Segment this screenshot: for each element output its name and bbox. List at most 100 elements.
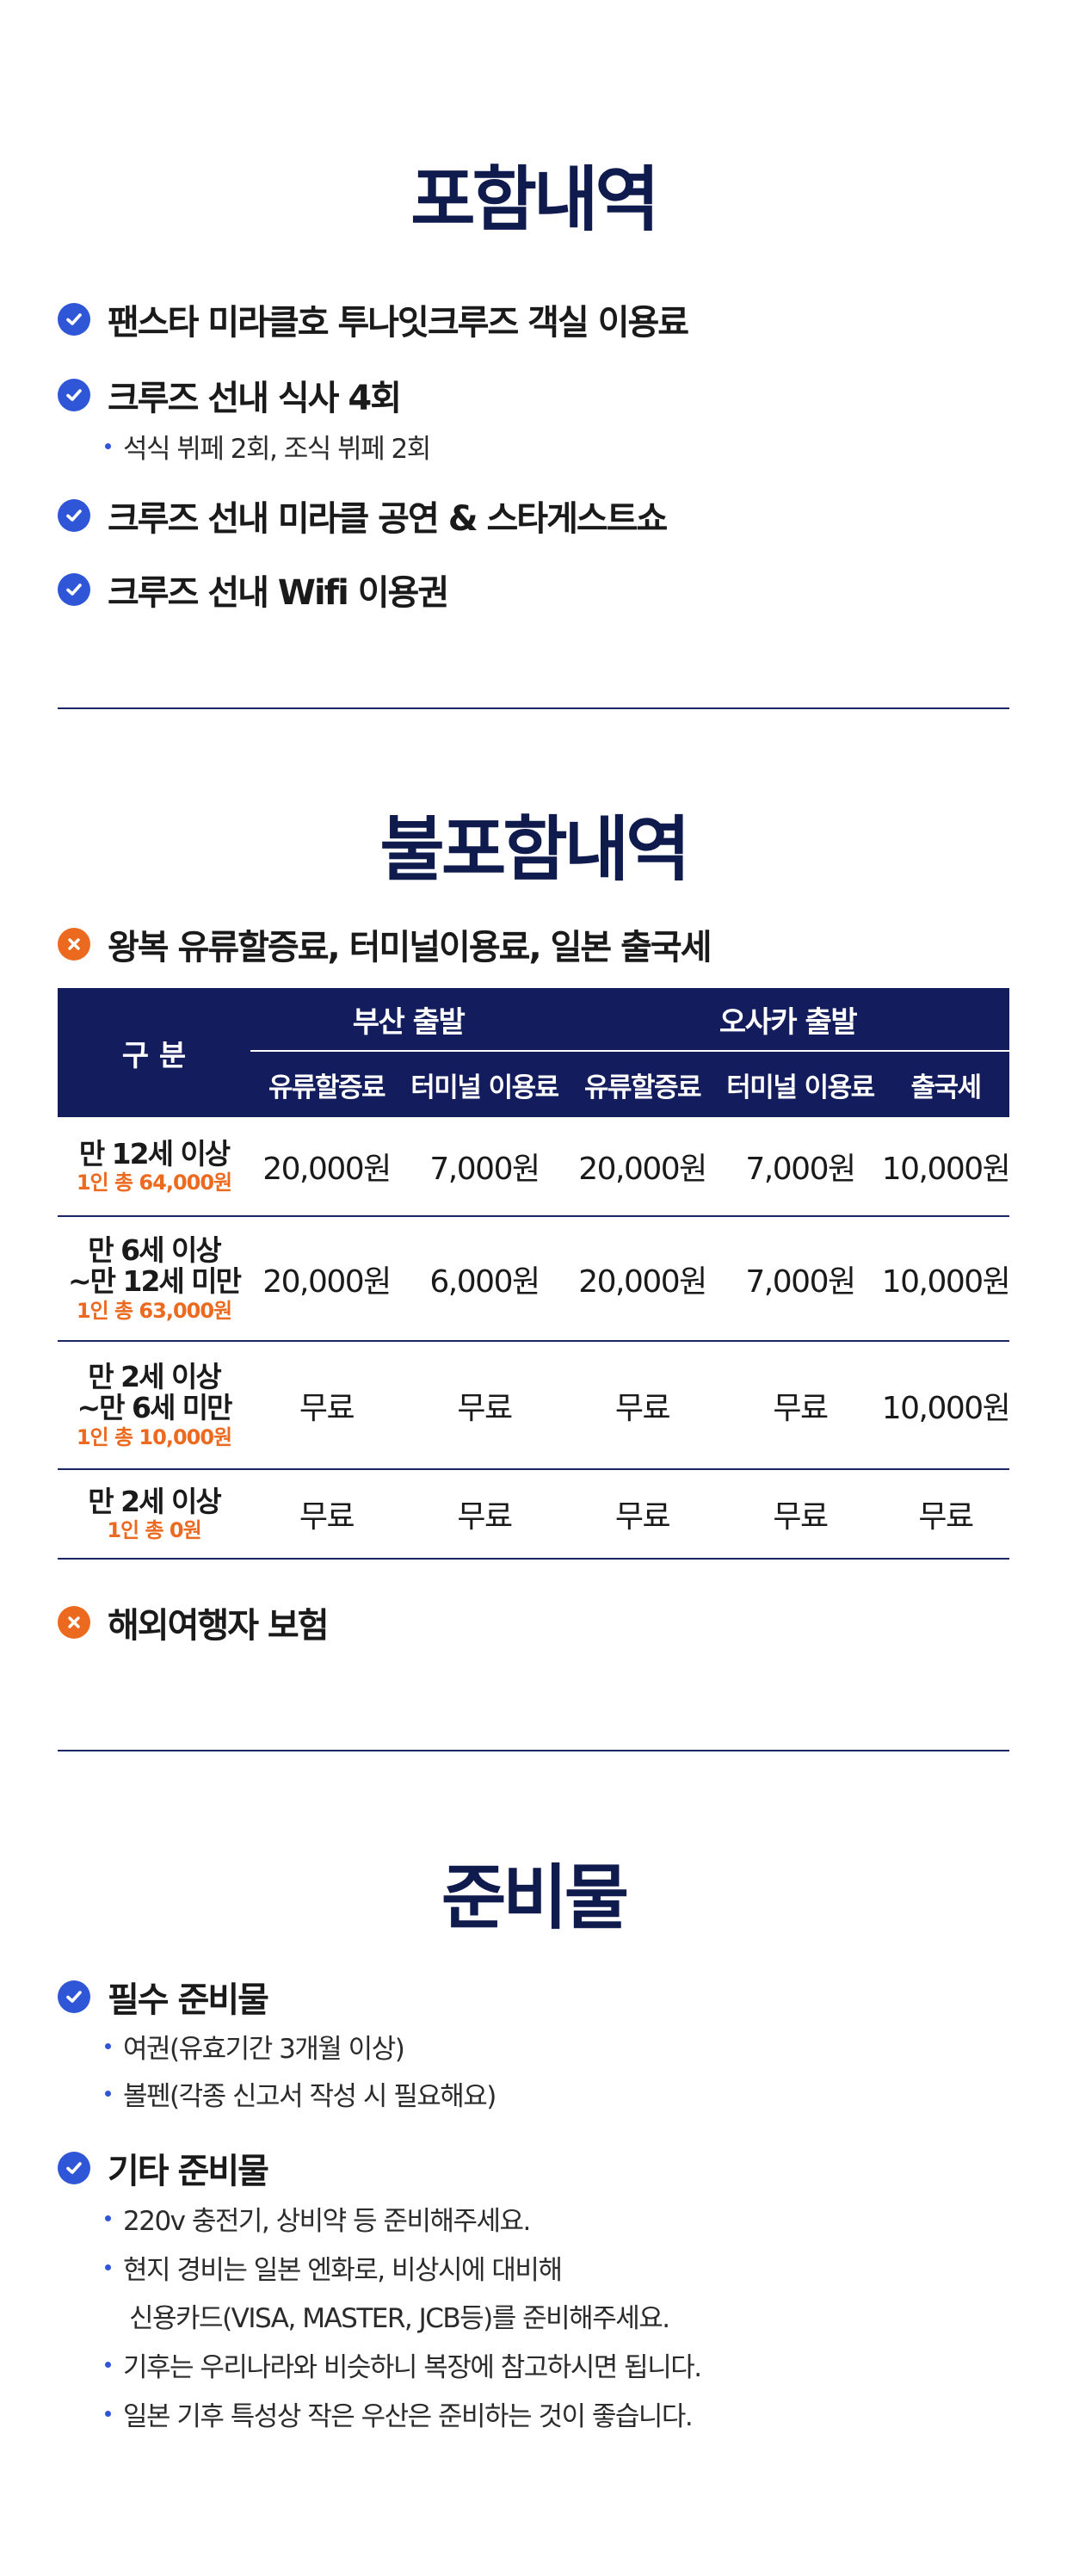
table-cell: 무료 — [299, 1390, 355, 1426]
header-departure-tax: 출국세 — [910, 1072, 982, 1103]
header-busan-departure: 부산 출발 — [352, 1004, 466, 1040]
age-text: 만 2세 이상 — [88, 1484, 221, 1518]
header-terminal-fee: 터미널 이용료 — [726, 1072, 875, 1103]
table-row: 만 2세 이상 1인 총 0원 무료 무료 무료 무료 무료 — [58, 1470, 1009, 1560]
bullet-dot-icon — [105, 443, 111, 449]
bullet-dot-icon — [105, 2043, 111, 2049]
check-circle-icon — [58, 379, 90, 411]
included-item-cabin: 팬스타 미라클호 투나잇크루즈 객실 이용료 — [58, 294, 689, 344]
table-cell: 20,000원 — [578, 1152, 707, 1187]
prep-other-item: 현지 경비는 일본 엔화로, 비상시에 대비해 — [105, 2248, 563, 2287]
total-price: 1인 총 64,000원 — [76, 1170, 232, 1195]
table-row: 만 2세 이상 ~만 6세 미만 1인 총 10,000원 무료 무료 무료 무… — [58, 1342, 1011, 1470]
age-text: 만 12세 이상 — [78, 1136, 231, 1171]
excluded-item-fees: 왕복 유류할증료, 터미널이용료, 일본 출국세 — [58, 919, 712, 969]
table-row: 만 6세 이상 ~만 12세 미만 1인 총 63,000원 20,000원 6… — [58, 1217, 1011, 1342]
x-circle-icon — [58, 1606, 90, 1639]
prep-required-item: 볼펜(각종 신고서 작성 시 필요해요) — [105, 2074, 496, 2113]
x-circle-icon — [58, 928, 90, 961]
bullet-dot-icon — [105, 2411, 111, 2417]
prep-title: 준비물 — [441, 1857, 629, 1939]
excluded-item-label: 해외여행자 보험 — [108, 1606, 330, 1646]
table-cell: 무료 — [773, 1390, 829, 1426]
included-item-wifi: 크루즈 선내 Wifi 이용권 — [58, 565, 449, 615]
header-fuel-surcharge: 유류할증료 — [583, 1072, 702, 1103]
prep-other-item: 220v 충전기, 상비약 등 준비해주세요. — [105, 2199, 531, 2238]
header-terminal-fee: 터미널 이용료 — [410, 1072, 559, 1103]
table-cell: 7,000원 — [745, 1152, 856, 1187]
prep-other-item: 기후는 우리나라와 비슷하니 복장에 참고하시면 됩니다. — [105, 2345, 702, 2384]
included-item-show: 크루즈 선내 미라클 공연 & 스타게스트쇼 — [58, 491, 668, 541]
table-cell: 10,000원 — [881, 1390, 1011, 1426]
age-label: 만 12세 이상 1인 총 64,000원 — [58, 1117, 250, 1215]
header-divider-line — [250, 1050, 1009, 1052]
table-cell: 무료 — [918, 1499, 974, 1535]
check-circle-icon — [58, 573, 90, 606]
bullet-dot-icon — [105, 2091, 111, 2097]
prep-item-text: 여권(유효기간 3개월 이상) — [123, 2034, 405, 2065]
included-item-meals: 크루즈 선내 식사 4회 — [58, 370, 402, 420]
prep-item-continuation: 신용카드(VISA, MASTER, JCB등)를 준비해주세요. — [129, 2303, 670, 2334]
included-item-label: 크루즈 선내 식사 4회 — [108, 379, 402, 418]
prep-item-text: 220v 충전기, 상비약 등 준비해주세요. — [123, 2206, 531, 2237]
table-cell: 20,000원 — [262, 1263, 392, 1300]
excluded-title: 불포함내역 — [379, 809, 690, 891]
included-item-label: 크루즈 선내 Wifi 이용권 — [108, 573, 449, 613]
bullet-dot-icon — [105, 2362, 111, 2368]
excluded-item-insurance: 해외여행자 보험 — [58, 1597, 330, 1647]
check-circle-icon — [58, 499, 90, 532]
table-cell: 무료 — [614, 1499, 671, 1535]
bullet-dot-icon — [105, 2215, 111, 2221]
meal-detail: 석식 뷔페 2회, 조식 뷔페 2회 — [105, 427, 431, 466]
fee-table: 구 분 부산 출발 오사카 출발 유류할증료 터미널 이용료 유류할증료 터미널… — [58, 988, 1011, 1560]
age-label: 만 2세 이상 1인 총 0원 — [58, 1470, 250, 1558]
header-gubun: 구 분 — [121, 1038, 187, 1073]
check-circle-icon — [58, 303, 90, 336]
prep-item-text: 일본 기후 특성상 작은 우산은 준비하는 것이 좋습니다. — [123, 2401, 694, 2432]
table-cell: 무료 — [457, 1390, 513, 1426]
excluded-item-label: 왕복 유류할증료, 터미널이용료, 일본 출국세 — [108, 928, 712, 967]
included-item-label: 팬스타 미라클호 투나잇크루즈 객실 이용료 — [108, 303, 689, 343]
table-cell: 무료 — [299, 1499, 355, 1535]
check-circle-icon — [58, 2152, 90, 2184]
table-cell: 10,000원 — [881, 1152, 1011, 1187]
table-cell: 20,000원 — [578, 1263, 707, 1300]
prep-item-text: 기후는 우리나라와 비슷하니 복장에 참고하시면 됩니다. — [123, 2352, 702, 2383]
total-price: 1인 총 10,000원 — [76, 1424, 232, 1449]
prep-required-item: 여권(유효기간 3개월 이상) — [105, 2027, 405, 2066]
section-divider — [58, 707, 1009, 709]
age-label: 만 2세 이상 ~만 6세 미만 1인 총 10,000원 — [58, 1342, 250, 1468]
prep-required-label: 필수 준비물 — [108, 1980, 269, 2020]
prep-other-label: 기타 준비물 — [108, 2152, 269, 2191]
age-text: 만 2세 이상 — [88, 1360, 221, 1393]
age-text: ~만 12세 미만 — [68, 1264, 242, 1299]
section-divider — [58, 1750, 1009, 1751]
table-row: 만 12세 이상 1인 총 64,000원 20,000원 7,000원 20,… — [58, 1117, 1011, 1217]
table-cell: 10,000원 — [881, 1263, 1011, 1300]
prep-item-text: 볼펜(각종 신고서 작성 시 필요해요) — [123, 2081, 496, 2112]
prep-item-text: 현지 경비는 일본 엔화로, 비상시에 대비해 — [123, 2255, 563, 2286]
header-fuel-surcharge: 유류할증료 — [268, 1072, 386, 1103]
table-cell: 7,000원 — [745, 1263, 856, 1300]
total-price: 1인 총 63,000원 — [76, 1298, 232, 1323]
prep-other-item: 일본 기후 특성상 작은 우산은 준비하는 것이 좋습니다. — [105, 2394, 694, 2433]
header-osaka-departure: 오사카 출발 — [719, 1004, 858, 1040]
prep-required-heading: 필수 준비물 — [58, 1972, 269, 2022]
age-label: 만 6세 이상 ~만 12세 미만 1인 총 63,000원 — [58, 1217, 250, 1340]
prep-other-heading: 기타 준비물 — [58, 2143, 269, 2193]
table-cell: 7,000원 — [429, 1152, 540, 1187]
table-header: 구 분 부산 출발 오사카 출발 유류할증료 터미널 이용료 유류할증료 터미널… — [58, 988, 1009, 1117]
meal-detail-text: 석식 뷔페 2회, 조식 뷔페 2회 — [123, 434, 431, 465]
included-title: 포함내역 — [410, 159, 660, 241]
table-cell: 무료 — [614, 1390, 671, 1426]
table-cell: 6,000원 — [429, 1263, 540, 1300]
bullet-dot-icon — [105, 2264, 111, 2270]
table-cell: 무료 — [457, 1499, 513, 1535]
table-cell: 20,000원 — [262, 1152, 392, 1187]
included-item-label: 크루즈 선내 미라클 공연 & 스타게스트쇼 — [108, 499, 668, 539]
table-cell: 무료 — [773, 1499, 829, 1535]
check-circle-icon — [58, 1980, 90, 2013]
age-text: ~만 6세 미만 — [77, 1391, 232, 1425]
age-text: 만 6세 이상 — [88, 1233, 221, 1267]
total-price: 1인 총 0원 — [107, 1517, 201, 1542]
